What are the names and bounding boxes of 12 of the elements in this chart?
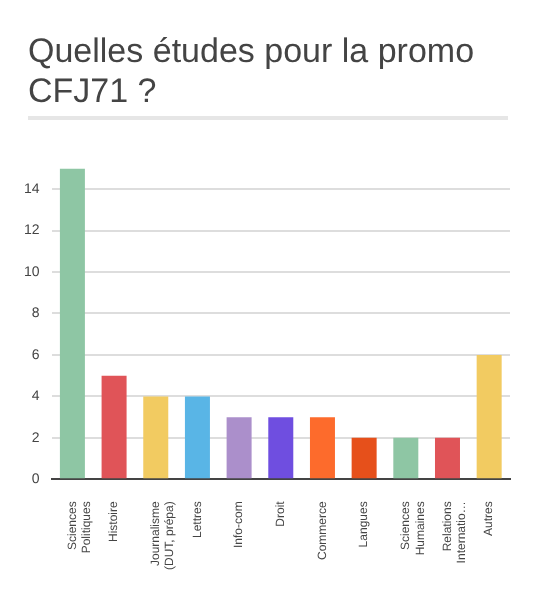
bar xyxy=(476,354,502,479)
bar xyxy=(434,437,460,479)
bar xyxy=(268,417,294,479)
chart-title: Quelles études pour la promo CFJ71 ? xyxy=(28,32,477,112)
bar xyxy=(184,396,210,479)
bar xyxy=(226,417,252,479)
bar xyxy=(351,437,377,479)
bar xyxy=(393,437,419,479)
bar xyxy=(309,417,335,479)
bar xyxy=(59,168,85,479)
bar xyxy=(101,375,127,479)
bar xyxy=(143,396,169,479)
